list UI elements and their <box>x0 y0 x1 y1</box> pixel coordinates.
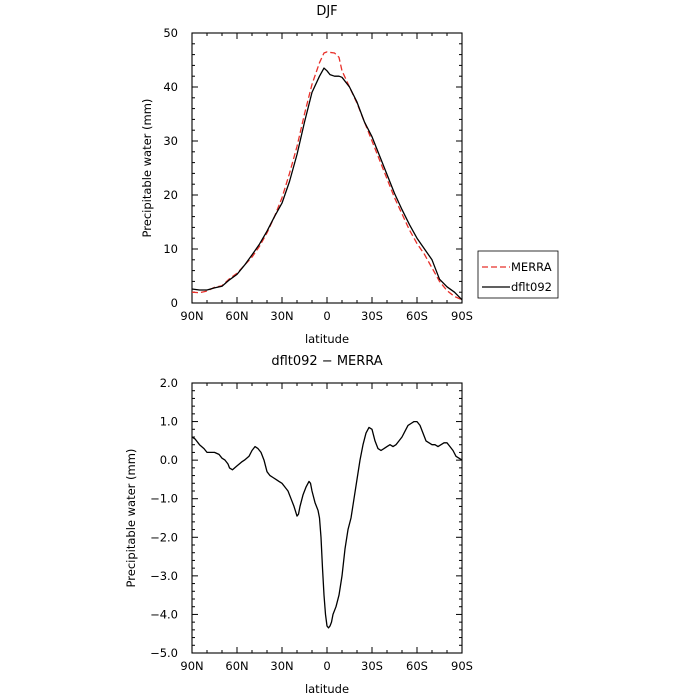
tick-marks <box>191 382 463 654</box>
x-tick-label: 0 <box>323 309 330 323</box>
y-tick-label: −1.0 <box>150 492 178 506</box>
plot-frame <box>191 382 463 654</box>
y-tick-label: 1.0 <box>160 415 178 429</box>
y-tick-label: −4.0 <box>150 607 178 621</box>
data-series <box>191 420 463 629</box>
tick-labels: 90N 60N 30N 0 30S 60S 90S 2.0 1.0 0.0 −1.0 −2.0 −3.0… <box>150 376 473 673</box>
x-tick-label: 90N <box>180 309 203 323</box>
y-tick-label: 2.0 <box>160 376 178 390</box>
difference-series-line <box>191 420 463 629</box>
chart-title: DJF <box>316 4 337 19</box>
y-tick-label: 40 <box>163 80 178 94</box>
x-tick-label: 90S <box>451 659 473 673</box>
chart-title: dflt092 − MERRA <box>271 354 382 369</box>
y-tick-label: −3.0 <box>150 569 178 583</box>
tick-marks <box>191 32 463 304</box>
legend-label-merra: MERRA <box>511 260 552 274</box>
y-axis-label: Precipitable water (mm) <box>124 449 138 588</box>
x-tick-label: 60N <box>225 659 248 673</box>
x-tick-label: 60S <box>406 659 428 673</box>
x-axis-label: latitude <box>305 332 349 346</box>
y-tick-label: 30 <box>163 134 178 148</box>
x-tick-label: 30N <box>270 659 293 673</box>
x-tick-label: 30S <box>361 309 383 323</box>
tick-labels: 90N 60N 30N 0 30S 60S 90S 0 10 20 30 40 50 <box>163 26 473 323</box>
y-tick-label: 0.0 <box>160 453 178 467</box>
x-axis-label: latitude <box>305 682 349 696</box>
precip-water-difference-panel: 90N 60N 30N 0 30S 60S 90S 2.0 1.0 0.0 −1.0 −2.0 −3.0… <box>124 354 473 696</box>
precip-water-panel-djf: 90N 60N 30N 0 30S 60S 90S 0 10 20 30 40 50 DJF latit… <box>140 4 473 346</box>
legend: MERRA dflt092 <box>477 250 559 299</box>
data-series <box>191 51 463 301</box>
plot-frame <box>191 32 463 304</box>
x-tick-label: 30S <box>361 659 383 673</box>
y-tick-label: 10 <box>163 242 178 256</box>
x-tick-label: 60N <box>225 309 248 323</box>
legend-box <box>477 250 559 299</box>
y-axis-label: Precipitable water (mm) <box>140 99 154 238</box>
x-tick-label: 30N <box>270 309 293 323</box>
x-tick-label: 0 <box>323 659 330 673</box>
x-tick-label: 90S <box>451 309 473 323</box>
y-tick-label: −2.0 <box>150 530 178 544</box>
y-tick-label: −5.0 <box>150 646 178 660</box>
dflt092-series-line <box>191 67 463 301</box>
x-tick-label: 90N <box>180 659 203 673</box>
x-tick-label: 60S <box>406 309 428 323</box>
y-tick-label: 50 <box>163 26 178 40</box>
y-tick-label: 20 <box>163 188 178 202</box>
merra-series-line <box>191 51 463 301</box>
y-tick-label: 0 <box>171 296 178 310</box>
legend-label-dflt092: dflt092 <box>511 280 552 294</box>
